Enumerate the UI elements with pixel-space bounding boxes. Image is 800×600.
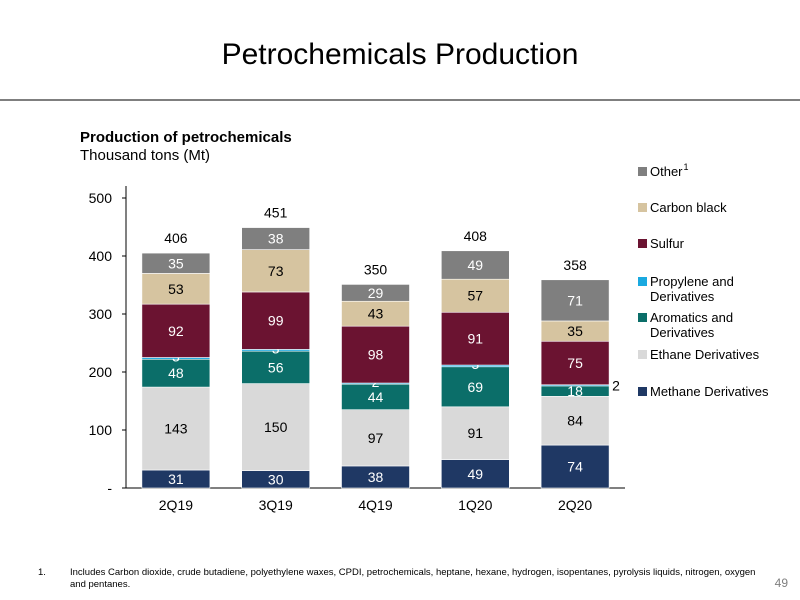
legend-swatch <box>638 387 647 396</box>
bar-total-label: 406 <box>164 230 188 246</box>
bar-data-label: 35 <box>168 255 184 271</box>
bar-data-label: 150 <box>264 419 288 435</box>
legend-swatch <box>638 239 647 248</box>
bar-data-label: 56 <box>268 359 284 375</box>
bar-segment <box>341 409 410 467</box>
legend-swatch <box>638 313 647 322</box>
bar-data-label: 38 <box>368 469 384 485</box>
bar-data-label: 48 <box>168 365 184 381</box>
x-tick-label: 2Q20 <box>558 497 592 513</box>
bar-segment <box>141 303 211 358</box>
legend-label: Aromatics and Derivatives <box>650 310 733 340</box>
legend-label: Propylene and Derivatives <box>650 274 734 304</box>
bar-segment <box>341 300 410 327</box>
legend-label: Other1 <box>650 162 689 179</box>
bar-data-label: 91 <box>468 425 484 441</box>
bar-data-label: 53 <box>168 281 184 297</box>
x-tick-label: 4Q19 <box>358 497 392 513</box>
bar-data-label: 143 <box>164 421 188 437</box>
bar-data-label: 18 <box>567 383 583 399</box>
bar-segment <box>241 227 310 250</box>
bar-segment <box>540 279 610 322</box>
bar-segment <box>141 358 211 388</box>
bar-data-label: 43 <box>368 306 384 322</box>
bar-data-label: 74 <box>567 459 583 475</box>
bar-data-label: 98 <box>368 347 384 363</box>
footnote-number: 1. <box>38 567 46 578</box>
bar-segment <box>141 252 211 274</box>
bar-data-label: 99 <box>268 313 284 329</box>
bar-total-label: 358 <box>563 257 587 273</box>
bar-segment <box>440 406 510 460</box>
y-tick-label: 500 <box>89 190 113 206</box>
bar-data-label: 38 <box>268 231 284 247</box>
legend-swatch <box>638 167 647 176</box>
bar-data-label: 91 <box>468 331 484 347</box>
chart-subtitle: Thousand tons (Mt) <box>80 147 211 164</box>
legend-swatch <box>638 203 647 212</box>
bar-total-label: 451 <box>264 205 288 221</box>
bar-segment <box>341 284 410 302</box>
bar-segment <box>440 278 510 313</box>
page-number: 49 <box>774 576 788 590</box>
bar-segment <box>341 383 410 410</box>
bar-data-label: 92 <box>168 323 184 339</box>
legend-label: Ethane Derivatives <box>650 347 760 362</box>
bar-segment <box>440 250 510 280</box>
bar-segment <box>440 459 510 489</box>
bar-data-label: 71 <box>567 292 583 308</box>
legend-label: Methane Derivatives <box>650 384 769 399</box>
x-tick-label: 1Q20 <box>458 497 492 513</box>
bar-total-label: 408 <box>464 228 488 244</box>
bar-data-label: 31 <box>168 471 184 487</box>
bar-data-label: 30 <box>268 471 284 487</box>
footnote: Includes Carbon dioxide, crude butadiene… <box>70 567 756 590</box>
legend-label: Carbon black <box>650 200 727 215</box>
legend-label: Sulfur <box>650 236 685 251</box>
y-tick-label: - <box>107 480 112 496</box>
bar-segment <box>141 386 211 471</box>
legend-swatch <box>638 350 647 359</box>
x-tick-label: 3Q19 <box>259 497 293 513</box>
bar-data-label: 73 <box>268 263 284 279</box>
bar-data-label: 35 <box>567 323 583 339</box>
bar-total-label: 350 <box>364 261 388 277</box>
bar-data-label: 75 <box>567 355 583 371</box>
bar-segment <box>540 396 610 446</box>
bar-segment <box>241 249 310 293</box>
bar-segment <box>540 340 610 386</box>
page-title: Petrochemicals Production <box>221 38 579 71</box>
bar-segment <box>341 325 410 384</box>
y-tick-label: 400 <box>89 248 113 264</box>
title-divider <box>0 99 800 101</box>
y-tick-label: 300 <box>89 306 113 322</box>
bar-segment <box>241 291 310 350</box>
bar-data-label: 49 <box>468 257 484 273</box>
bar-data-label: 69 <box>468 379 484 395</box>
x-tick-label: 2Q19 <box>159 497 193 513</box>
bar-data-label: 57 <box>468 288 484 304</box>
y-tick-label: 100 <box>89 422 113 438</box>
legend-swatch <box>638 277 647 286</box>
y-tick-label: 200 <box>89 364 113 380</box>
bar-data-label: 84 <box>567 413 583 429</box>
bar-data-label: 49 <box>468 466 484 482</box>
bar-data-label: 44 <box>368 389 384 405</box>
chart-title: Production of petrochemicals <box>80 129 292 146</box>
bar-data-label: 29 <box>368 285 384 301</box>
bar-data-label: 97 <box>368 430 384 446</box>
bar-data-label: 2 <box>612 377 620 393</box>
bar-segment <box>241 350 310 384</box>
